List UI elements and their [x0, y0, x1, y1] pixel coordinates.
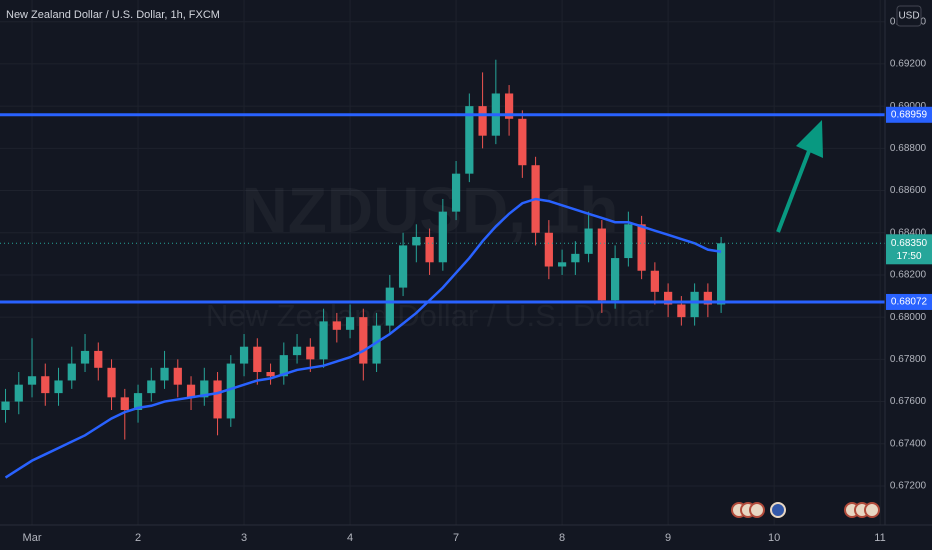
y-tick-label: 0.67800	[890, 354, 927, 365]
candle-body	[266, 372, 275, 377]
x-tick-label: 8	[559, 532, 565, 544]
candle-body	[544, 232, 553, 267]
candle-body	[504, 93, 514, 119]
x-tick-label: 11	[874, 532, 885, 544]
candle-body	[107, 367, 116, 398]
candle-body	[637, 224, 646, 271]
candle-body	[120, 397, 129, 410]
candle-body	[27, 376, 37, 385]
x-tick-label: 4	[347, 532, 353, 544]
currency-box[interactable]	[896, 5, 922, 27]
candle-body	[319, 321, 328, 360]
candle-body	[677, 304, 686, 318]
watermark-subtitle: New Zealand Dollar / U.S. Dollar	[206, 298, 654, 333]
currency: USD	[898, 11, 919, 22]
candle-body	[571, 253, 580, 263]
y-tick-label: 0.68800	[890, 143, 927, 154]
candle-body	[94, 350, 103, 368]
candle-body	[253, 346, 262, 373]
last-price-tag	[886, 234, 932, 265]
candle-body	[438, 211, 447, 263]
candle-body	[398, 245, 408, 288]
candle-body	[279, 355, 288, 377]
candle-body	[359, 317, 368, 364]
y-tick-label: 0.68400	[890, 227, 927, 238]
arrow-head	[796, 120, 823, 158]
countdown-label: 17:50	[896, 251, 921, 262]
candle-body	[412, 236, 421, 246]
chart-title: New Zealand Dollar / U.S. Dollar, 1h, FX…	[6, 9, 220, 21]
event-icon	[749, 502, 765, 518]
candle-body	[200, 380, 209, 398]
candle-body	[186, 384, 196, 398]
candle-body	[597, 228, 606, 301]
candle-body	[610, 258, 620, 301]
candle-body	[345, 317, 355, 330]
level-price-label: 0.68959	[891, 109, 928, 120]
last-price-label: 0.68350	[891, 238, 928, 249]
x-tick-label: Mar	[23, 532, 42, 544]
y-tick-label: 0.67600	[890, 396, 927, 407]
candle-body	[557, 262, 567, 267]
candle-body	[717, 243, 726, 305]
candle-body	[213, 380, 222, 419]
candle-body	[425, 236, 434, 263]
candle-body	[518, 118, 527, 166]
event-icons	[731, 502, 880, 518]
price-axis	[885, 0, 932, 550]
moving-average	[4, 197, 722, 479]
candle-body	[690, 291, 699, 318]
candle-body	[67, 363, 76, 381]
y-tick-label: 0.69000	[890, 101, 927, 112]
candle-body	[451, 173, 461, 212]
candle-body	[478, 106, 487, 136]
candle-body	[239, 346, 249, 364]
candle-body	[147, 380, 156, 394]
candle-body	[14, 384, 23, 402]
level-price-tag	[886, 106, 932, 123]
candle-body	[624, 224, 633, 259]
candle-body	[584, 228, 593, 254]
candle-body	[226, 363, 235, 419]
plot	[0, 59, 885, 479]
candle-body	[173, 367, 182, 385]
candle-body	[664, 291, 673, 305]
x-tick-label: 10	[768, 532, 780, 544]
y-tick-label: 0.68600	[890, 185, 927, 196]
level-price-tag	[886, 293, 932, 310]
y-tick-label: 0.68200	[890, 270, 927, 281]
candle-body	[465, 106, 474, 174]
event-icon	[864, 502, 880, 518]
x-tick-label: 7	[453, 532, 459, 544]
x-tick-label: 9	[665, 532, 671, 544]
y-tick-label: 0.67400	[890, 438, 927, 449]
arrow-shaft	[776, 137, 816, 233]
y-tick-label: 0.68000	[890, 312, 927, 323]
candle-body	[650, 270, 659, 292]
candle-body	[385, 287, 394, 326]
candle-body	[54, 380, 63, 394]
level-price-label: 0.68072	[891, 297, 928, 308]
candle-body	[160, 367, 169, 381]
candle-body	[332, 321, 341, 330]
candle-body	[306, 346, 315, 360]
y-tick-label: 0.69200	[890, 59, 927, 70]
x-tick-label: 2	[135, 532, 141, 544]
candle-body	[80, 350, 90, 364]
grid	[0, 0, 885, 525]
candle-body	[703, 291, 712, 305]
y-tick-label: 0.67200	[890, 481, 927, 492]
x-tick-label: 3	[241, 532, 247, 544]
candle-body	[41, 376, 50, 394]
event-icon	[770, 502, 786, 518]
candle-body	[1, 401, 10, 410]
candle-body	[372, 325, 381, 364]
candle-body	[133, 393, 143, 410]
candle-body	[292, 346, 302, 356]
